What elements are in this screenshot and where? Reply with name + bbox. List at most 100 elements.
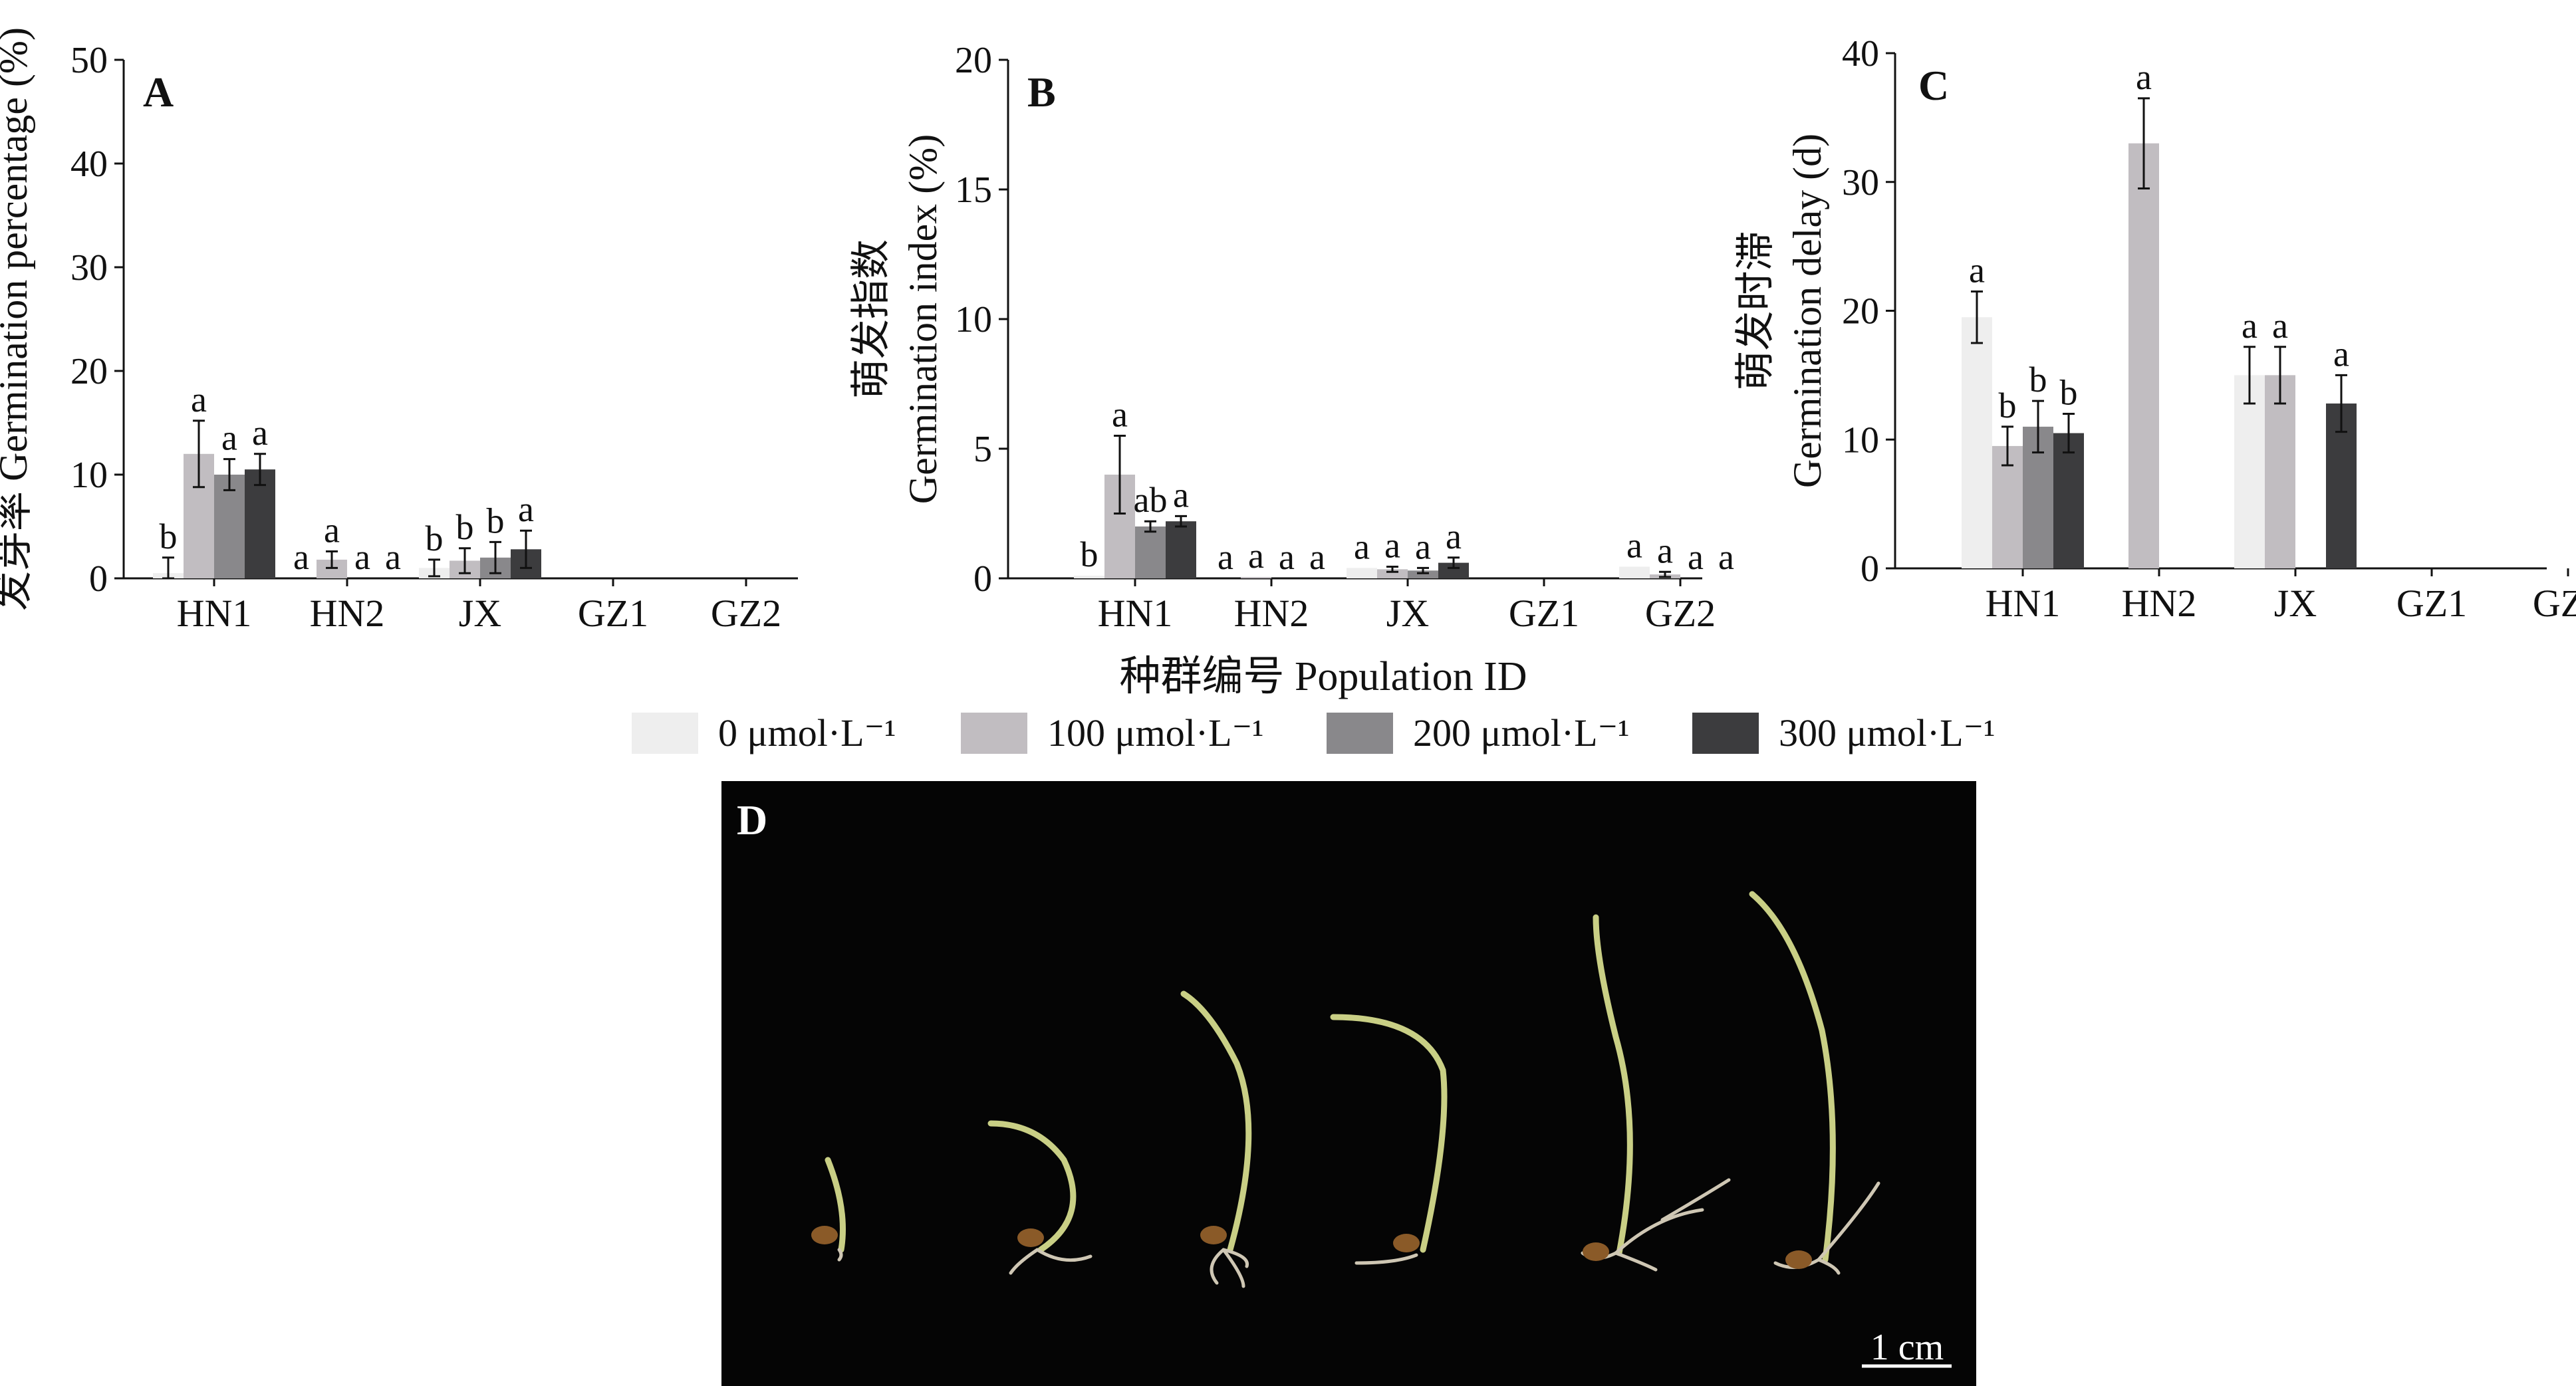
bar	[1619, 566, 1650, 578]
legend-item: 100 μmol·L⁻¹	[961, 711, 1264, 754]
x-tick-label: GZ1	[1509, 592, 1579, 635]
bar	[2234, 375, 2265, 568]
significance-label: a	[221, 418, 237, 458]
x-tick-label: HN2	[2122, 582, 2197, 625]
significance-label: a	[518, 489, 534, 529]
x-tick-label: HN1	[177, 592, 252, 635]
y-tick-label: 20	[70, 351, 108, 392]
significance-label: a	[385, 537, 401, 577]
x-tick-label: HN2	[310, 592, 385, 635]
y-tick-label: 0	[89, 558, 108, 600]
significance-label: b	[2060, 373, 2078, 413]
significance-label: a	[2136, 57, 2152, 97]
x-tick-label: HN1	[1986, 582, 2061, 625]
seedling-shoot	[1330, 1014, 1448, 1253]
significance-label: ab	[1134, 480, 1168, 520]
y-tick-label: 40	[1842, 33, 1879, 74]
panel-letter: B	[1027, 68, 1056, 116]
x-tick-label: JX	[1386, 592, 1429, 635]
significance-label: a	[1173, 475, 1189, 515]
seed	[1393, 1234, 1420, 1252]
significance-label: a	[1688, 537, 1704, 577]
significance-label: a	[1279, 537, 1295, 577]
legend-label: 300 μmol·L⁻¹	[1779, 711, 1996, 754]
x-tick-label: GZ1	[2396, 582, 2467, 625]
bar	[1347, 568, 1377, 578]
panel-letter: A	[143, 68, 174, 116]
seed	[1583, 1242, 1609, 1261]
x-tick-label: HN2	[1234, 592, 1309, 635]
legend: 0 μmol·L⁻¹ 100 μmol·L⁻¹ 200 μmol·L⁻¹ 300 μm…	[632, 711, 1996, 754]
y-axis-label-text: 发芽率 Germination percentage (%)	[0, 27, 35, 611]
legend-item: 200 μmol·L⁻¹	[1327, 711, 1630, 754]
legend-label: 100 μmol·L⁻¹	[1047, 711, 1264, 754]
significance-label: a	[1626, 525, 1642, 565]
x-tick-label: GZ2	[711, 592, 781, 635]
seedling-root	[1222, 1248, 1249, 1268]
y-tick-label: 10	[1842, 419, 1879, 461]
bar	[1241, 577, 1271, 578]
seedling-root	[1009, 1248, 1039, 1275]
significance-label: a	[1248, 536, 1264, 576]
y-axis-label-en: Germination index (%)	[901, 134, 945, 505]
seedling	[1581, 914, 1731, 1272]
x-tick-label: JX	[459, 592, 501, 635]
y-tick-label: 30	[70, 247, 108, 289]
significance-label: a	[1112, 395, 1128, 435]
seed	[1017, 1228, 1044, 1247]
significance-label: a	[1218, 537, 1233, 577]
x-tick-label: JX	[2274, 582, 2317, 625]
bar	[1408, 570, 1438, 578]
seedling-root	[1660, 1178, 1731, 1222]
y-tick-label: 40	[70, 144, 108, 185]
y-axis-label-cn: 萌发指数	[849, 239, 893, 399]
scale-bar-label: 1 cm	[1870, 1327, 1944, 1368]
legend-swatch	[632, 713, 698, 754]
legend-item: 300 μmol·L⁻¹	[1692, 711, 1996, 754]
legend-label: 200 μmol·L⁻¹	[1413, 711, 1630, 754]
y-tick-label: 0	[1861, 548, 1879, 590]
y-axis-label: 萌发指数 Germination index (%)	[849, 134, 945, 505]
seedling-root	[1222, 1248, 1245, 1288]
seedling	[1180, 990, 1252, 1288]
seedling-root	[1354, 1253, 1418, 1265]
y-tick-label: 5	[973, 429, 992, 470]
significance-label: b	[487, 501, 505, 540]
photo-panel-letter: D	[737, 796, 767, 844]
significance-label: a	[2242, 306, 2257, 346]
legend-item: 0 μmol·L⁻¹	[632, 711, 896, 754]
legend-swatch	[1692, 713, 1759, 754]
y-tick-label: 10	[955, 299, 992, 340]
panel-letter: C	[1918, 62, 1949, 109]
significance-label: b	[1081, 534, 1098, 574]
bar	[214, 475, 245, 578]
bar	[245, 469, 275, 578]
bar	[2128, 143, 2159, 568]
significance-label: a	[324, 510, 340, 550]
x-tick-label: GZ2	[2533, 582, 2576, 625]
x-axis-title: 种群编号 Population ID	[1119, 654, 1527, 699]
seedling-shoot	[1180, 990, 1252, 1253]
y-tick-label: 30	[1842, 162, 1879, 203]
seedling-root	[1817, 1258, 1841, 1275]
bar	[1992, 445, 2023, 568]
bar	[2053, 433, 2084, 568]
bar	[1438, 562, 1469, 578]
y-axis-label: 发芽率 Germination percentage (%)	[0, 27, 35, 611]
seedling-root	[1614, 1251, 1658, 1272]
significance-label: a	[1969, 250, 1985, 290]
seedling-root	[837, 1248, 843, 1262]
significance-label: a	[2272, 306, 2288, 346]
significance-label: b	[160, 517, 178, 556]
y-axis-label-cn: 萌发时滞	[1734, 231, 1777, 391]
seedling-shoot	[825, 1157, 846, 1253]
significance-label: a	[191, 380, 207, 419]
bar	[1166, 521, 1196, 578]
bar	[1135, 526, 1166, 578]
photo-background	[721, 781, 1976, 1386]
significance-label: a	[1415, 526, 1431, 566]
seedling-root	[1817, 1181, 1880, 1262]
